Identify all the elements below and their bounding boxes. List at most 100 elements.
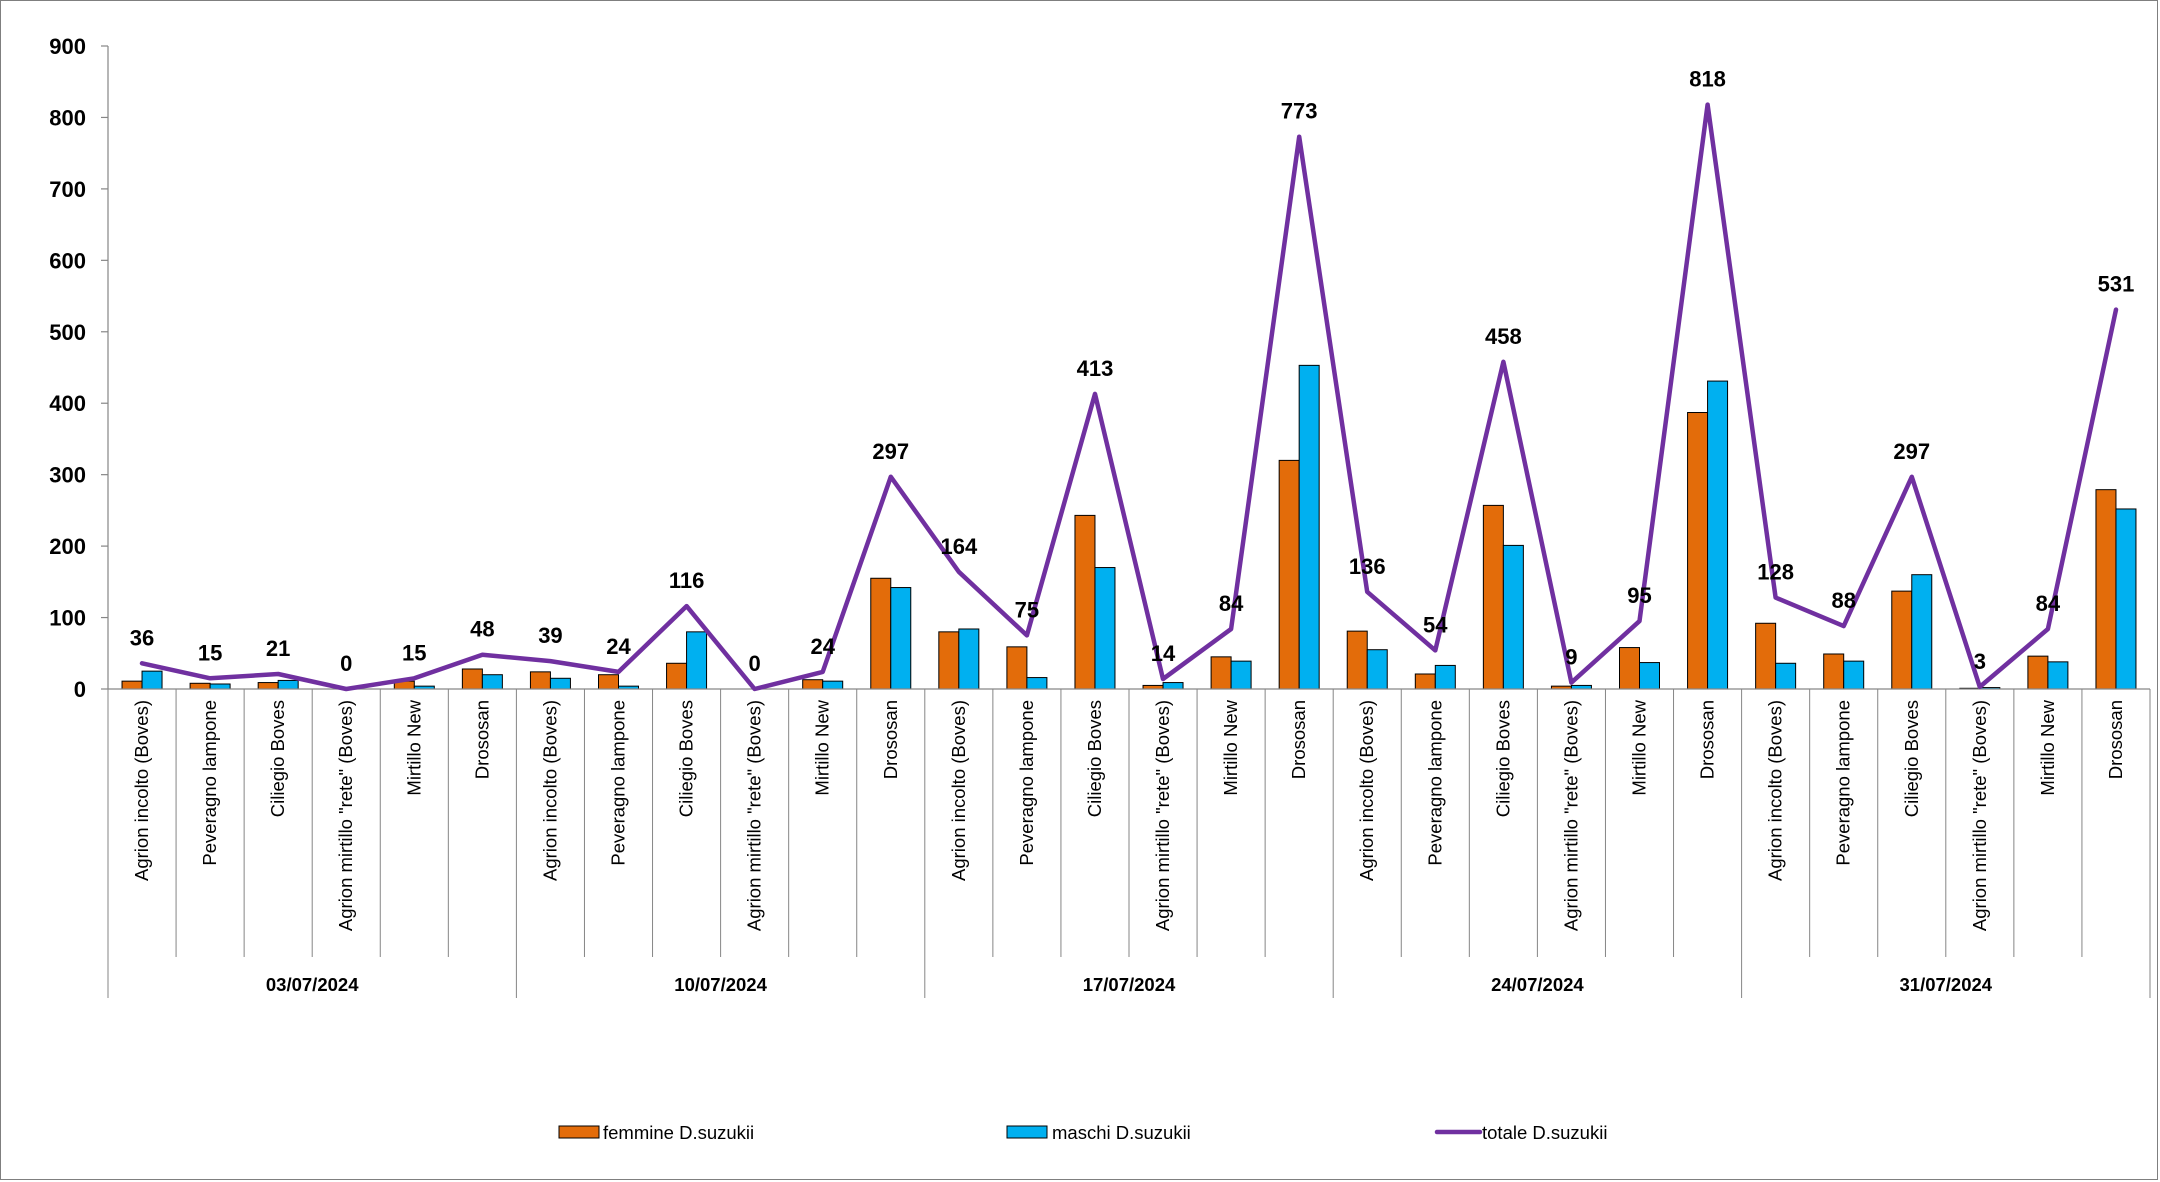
category-label: Mirtillo New	[1220, 699, 1241, 795]
data-label: 116	[669, 568, 705, 593]
bar-maschi	[2115, 508, 2137, 690]
category-label: Drososan	[880, 700, 901, 779]
bar-maschi	[1775, 662, 1797, 690]
data-label: 54	[1423, 612, 1448, 637]
bar-maschi	[1911, 574, 1933, 690]
data-label: 15	[198, 640, 222, 665]
data-label: 773	[1281, 99, 1318, 124]
data-label: 128	[1757, 560, 1794, 585]
category-label: Peveragno lampone	[1833, 700, 1854, 866]
data-label: 39	[538, 623, 562, 648]
bar-maschi	[1230, 660, 1252, 690]
bar-maschi	[1094, 567, 1116, 690]
category-label: Agrion incolto (Boves)	[1356, 700, 1377, 881]
bar-femmine	[1482, 504, 1504, 690]
category-label: Drososan	[471, 700, 492, 779]
bar-maschi	[890, 587, 912, 690]
bar-femmine	[2095, 489, 2117, 690]
y-tick-label: 500	[49, 320, 86, 345]
category-label: Peveragno lampone	[1016, 700, 1037, 866]
group-label: 03/07/2024	[266, 974, 359, 995]
category-label: Drososan	[1697, 700, 1718, 779]
data-label: 297	[1893, 439, 1930, 464]
group-label: 31/07/2024	[1900, 974, 1993, 995]
data-label: 88	[1831, 588, 1855, 613]
data-label: 15	[402, 640, 426, 665]
data-label: 24	[810, 634, 835, 659]
data-label: 36	[130, 625, 154, 650]
data-label: 24	[606, 634, 631, 659]
group-label: 17/07/2024	[1083, 974, 1176, 995]
data-label: 0	[340, 651, 352, 676]
category-label: Agrion incolto (Boves)	[1765, 700, 1786, 881]
data-label: 458	[1485, 324, 1522, 349]
category-label: Ciliegio Boves	[1084, 700, 1105, 817]
category-label: Ciliegio Boves	[1901, 700, 1922, 817]
category-label: Agrion mirtillo "rete" (Boves)	[1560, 700, 1581, 931]
category-label: Mirtillo New	[1629, 699, 1650, 795]
total-line-layer	[139, 102, 2119, 692]
category-label: Agrion incolto (Boves)	[131, 700, 152, 881]
category-label: Ciliegio Boves	[1492, 700, 1513, 817]
data-label: 48	[470, 617, 494, 642]
y-tick-label: 400	[49, 391, 86, 416]
category-label: Ciliegio Boves	[267, 700, 288, 817]
data-label: 164	[940, 534, 977, 559]
category-label: Peveragno lampone	[608, 700, 629, 866]
category-label: Mirtillo New	[403, 699, 424, 795]
data-label: 136	[1349, 554, 1386, 579]
category-label: Mirtillo New	[812, 699, 833, 795]
data-label: 21	[266, 636, 290, 661]
bar-maschi	[549, 677, 571, 690]
data-label: 3	[1974, 649, 1986, 674]
bar-femmine	[1619, 647, 1640, 690]
bar-maschi	[481, 674, 503, 690]
bar-maschi	[2047, 661, 2069, 690]
bar-maschi	[822, 680, 844, 690]
data-label: 9	[1565, 645, 1577, 670]
category-label: Peveragno lampone	[199, 700, 220, 866]
bar-femmine	[1278, 459, 1300, 690]
bar-femmine	[189, 682, 211, 690]
category-label: Drososan	[1288, 700, 1309, 779]
category-label: Agrion incolto (Boves)	[948, 700, 969, 881]
data-label: 84	[1219, 591, 1244, 616]
bar-femmine	[121, 680, 143, 690]
bar-femmine	[1006, 646, 1028, 690]
bar-femmine	[666, 662, 688, 690]
bar-femmine	[1823, 653, 1845, 690]
bar-femmine	[802, 679, 824, 690]
bar-femmine	[1210, 656, 1232, 690]
y-tick-label: 700	[49, 177, 86, 202]
bar-femmine	[870, 577, 892, 690]
data-label: 95	[1627, 583, 1651, 608]
category-label: Agrion incolto (Boves)	[539, 700, 560, 881]
y-tick-label: 600	[49, 248, 86, 273]
y-tick-label: 200	[49, 534, 86, 559]
bar-maschi	[1026, 677, 1048, 690]
y-tick-label: 900	[49, 34, 86, 59]
data-label: 531	[2098, 272, 2135, 297]
bar-maschi	[686, 631, 708, 690]
data-label: 297	[872, 439, 909, 464]
bar-femmine	[1414, 673, 1436, 690]
legend-label-totale: totale D.suzukii	[1482, 1122, 1607, 1143]
bar-maschi	[277, 679, 299, 690]
bar-maschi	[1434, 664, 1456, 690]
y-tick-label: 800	[49, 105, 86, 130]
group-label: 24/07/2024	[1491, 974, 1584, 995]
bar-femmine	[938, 631, 960, 690]
y-tick-label: 100	[49, 606, 86, 631]
legend-swatch-maschi	[1006, 1125, 1048, 1139]
bar-maschi	[1843, 660, 1865, 690]
legend: femmine D.suzukii maschi D.suzukii totale …	[558, 1122, 1607, 1143]
data-label: 818	[1689, 67, 1726, 92]
category-label: Drososan	[2105, 700, 2126, 779]
bar-maschi	[1366, 649, 1388, 690]
bar-maschi	[1707, 380, 1729, 690]
legend-label-maschi: maschi D.suzukii	[1052, 1122, 1191, 1143]
category-label: Mirtillo New	[2037, 699, 2058, 795]
